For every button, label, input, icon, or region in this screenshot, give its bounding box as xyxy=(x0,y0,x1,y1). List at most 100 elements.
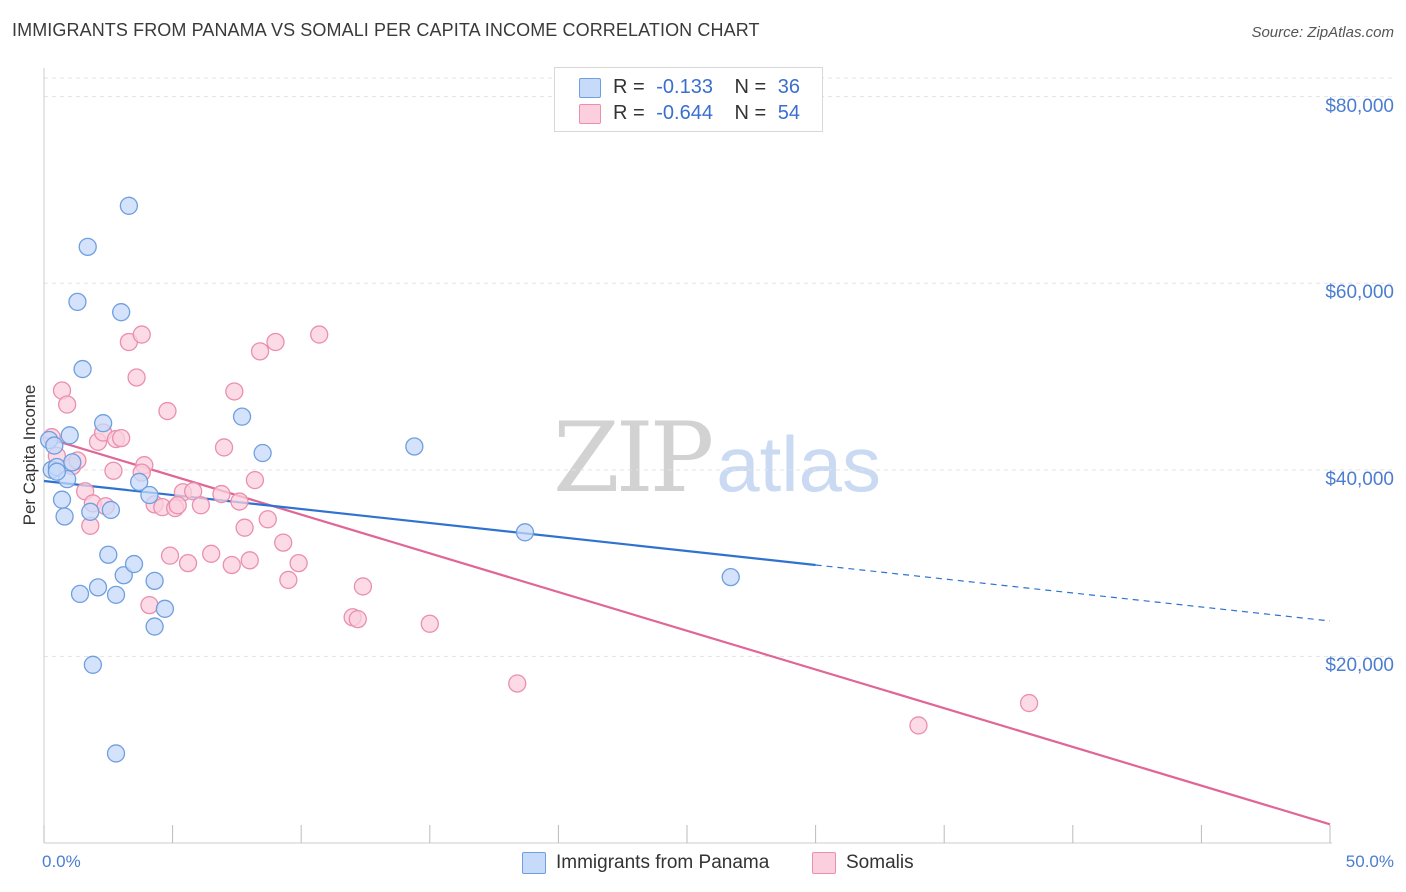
panama-point xyxy=(47,462,67,481)
somali-point xyxy=(353,577,373,596)
panama-point xyxy=(124,554,144,574)
watermark-atlas: atlas xyxy=(716,420,881,508)
somali-point xyxy=(348,609,367,629)
somali-point xyxy=(909,716,928,735)
panama-point xyxy=(99,545,118,564)
panama-point xyxy=(405,437,424,456)
panama-point xyxy=(106,585,126,604)
somali-point xyxy=(258,510,277,529)
x-tick-label-max: 50.0% xyxy=(1345,852,1394,871)
n-label: N = xyxy=(734,102,767,124)
trend-line-somalis xyxy=(43,436,1331,826)
panama-point xyxy=(94,414,113,433)
panama-point xyxy=(515,523,535,542)
somali-point xyxy=(127,368,146,387)
legend-label-somalis: Somalis xyxy=(846,852,914,874)
source-label: Source: ZipAtlas.com xyxy=(1251,24,1394,41)
somali-point xyxy=(160,546,180,565)
panama-swatch xyxy=(579,77,601,98)
axes xyxy=(43,68,1332,844)
panama-point xyxy=(73,359,92,379)
panama-point xyxy=(145,571,164,590)
somali-point xyxy=(225,382,244,401)
somali-point xyxy=(250,342,270,361)
legend-label-panama: Immigrants from Panama xyxy=(556,852,770,874)
panama-point xyxy=(81,502,100,521)
trend-line-panama xyxy=(43,479,816,567)
somali-point xyxy=(235,518,254,537)
data-points xyxy=(39,196,1039,763)
panama-point xyxy=(721,567,740,587)
y-tick-label: $20,000 xyxy=(1325,655,1394,677)
somali-point xyxy=(1019,693,1039,713)
correlation-legend: R = -0.133 N = 36 R = -0.644 N = 54 xyxy=(554,67,823,132)
somali-point xyxy=(266,332,285,352)
panama-point xyxy=(112,303,131,322)
trend-lines xyxy=(43,436,1331,826)
r-value-somali: -0.644 xyxy=(656,102,713,124)
y-axis-label: Per Capita Income xyxy=(20,384,39,526)
somali-point xyxy=(222,555,241,575)
panama-point xyxy=(232,407,252,426)
somali-point xyxy=(104,461,123,480)
panama-point xyxy=(78,237,97,257)
y-tick-label: $80,000 xyxy=(1325,95,1394,117)
somali-point xyxy=(240,551,259,570)
panama-point xyxy=(60,426,79,445)
legend-row-panama: R = -0.133 N = 36 xyxy=(579,76,800,100)
somali-point xyxy=(191,496,211,515)
somali-point xyxy=(57,395,77,414)
somali-point xyxy=(212,484,231,504)
panama-point xyxy=(145,617,164,636)
panama-point xyxy=(119,196,139,215)
somali-point xyxy=(140,595,159,615)
somali-swatch xyxy=(579,103,601,124)
n-label: N = xyxy=(734,76,767,98)
panama-point xyxy=(253,443,272,463)
panama-point xyxy=(130,472,149,492)
chart-title: IMMIGRANTS FROM PANAMA VS SOMALI PER CAP… xyxy=(12,20,760,40)
somali-point xyxy=(245,470,265,490)
somali-point xyxy=(214,438,234,457)
somali-point xyxy=(230,492,249,511)
y-tick-label: $60,000 xyxy=(1325,282,1394,304)
panama-point xyxy=(88,578,108,597)
somali-point xyxy=(168,496,187,515)
legend-item-somalis[interactable]: Somalis xyxy=(812,852,914,874)
r-label: R = xyxy=(613,102,645,124)
legend-item-panama[interactable]: Immigrants from Panama xyxy=(522,852,769,874)
zipatlas-watermark: ZIPatlas xyxy=(553,402,881,514)
panama-point xyxy=(52,490,72,509)
panama-point xyxy=(106,744,126,763)
panama-point xyxy=(63,453,82,472)
panama-point xyxy=(114,566,133,585)
somali-legend-swatch xyxy=(812,852,836,874)
somali-point xyxy=(274,533,293,552)
x-tick-label-min: 0.0% xyxy=(42,852,81,871)
panama-point xyxy=(83,655,103,674)
somali-point xyxy=(112,428,131,448)
somali-point xyxy=(420,614,439,633)
somali-point xyxy=(508,674,527,693)
watermark-zip: ZIP xyxy=(553,402,714,514)
somali-point xyxy=(310,325,329,344)
panama-point xyxy=(55,507,74,526)
somali-point xyxy=(158,401,177,421)
r-value-panama: -0.133 xyxy=(656,76,713,98)
somali-point xyxy=(184,482,203,501)
n-value-panama: 36 xyxy=(777,76,801,98)
y-tick-label: $40,000 xyxy=(1325,468,1394,490)
somali-point xyxy=(202,544,221,563)
panama-point xyxy=(101,500,121,520)
somali-point xyxy=(279,570,298,590)
panama-point xyxy=(70,584,90,604)
somali-point xyxy=(178,553,198,573)
legend-row-somali: R = -0.644 N = 54 xyxy=(579,102,800,126)
panama-point xyxy=(140,485,159,505)
n-value-somali: 54 xyxy=(777,102,801,124)
somali-point xyxy=(289,553,308,573)
panama-point xyxy=(68,292,87,312)
r-label: R = xyxy=(613,76,645,98)
panama-point xyxy=(155,599,175,618)
